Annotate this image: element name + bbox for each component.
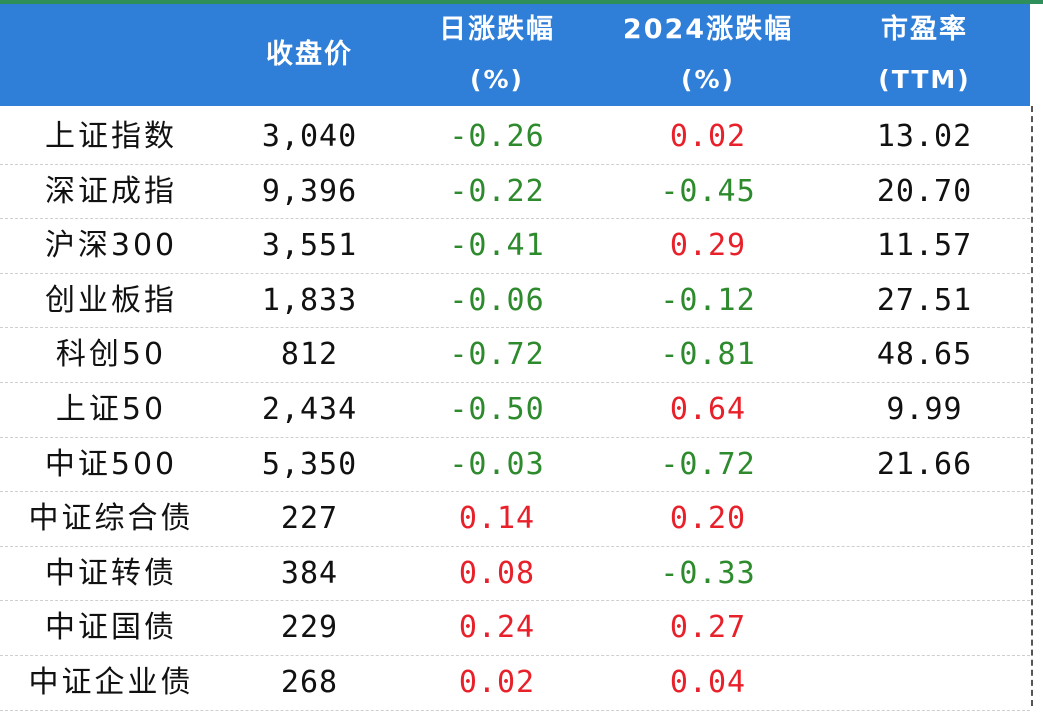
- index-name: 深证成指: [45, 173, 177, 209]
- close-price: 812: [280, 337, 339, 373]
- index-name: 中证500: [44, 446, 178, 482]
- ytd-change: 0.20: [669, 501, 747, 537]
- daily-change: -0.26: [449, 119, 545, 154]
- table-row: 科创50 812 -0.72 -0.81 48.65: [0, 328, 1030, 383]
- table-row: 深证成指 9,396 -0.22 -0.45 20.70: [0, 165, 1030, 220]
- ytd-change: -0.12: [660, 282, 756, 318]
- table-row: 中证国债 229 0.24 0.27: [0, 601, 1030, 656]
- table-row: 中证转债 384 0.08 -0.33: [0, 547, 1030, 602]
- pe-ratio: 27.51: [876, 282, 973, 318]
- table-row: 上证指数 3,040 -0.26 0.02 13.02: [0, 110, 1030, 165]
- index-name: 中证转债: [45, 555, 177, 591]
- header-ytd-change: 2024涨跌幅 (%): [597, 4, 819, 106]
- pe-ratio: 11.57: [876, 228, 973, 264]
- ytd-change: -0.81: [660, 337, 756, 373]
- ytd-change: 0.27: [669, 610, 747, 646]
- close-price: 268: [280, 664, 339, 700]
- pe-ratio: [819, 601, 1030, 656]
- header-ytd-unit: (%): [681, 65, 735, 94]
- pe-ratio: [819, 656, 1030, 711]
- header-pe-label: 市盈率: [881, 14, 968, 45]
- pe-ratio: 20.70: [876, 173, 973, 209]
- header-ytd-label: 2024涨跌幅: [622, 14, 794, 45]
- header-close-label: 收盘价: [266, 39, 353, 70]
- header-daily-change: 日涨跌幅 (%): [397, 4, 597, 106]
- pe-ratio: 21.66: [876, 446, 973, 482]
- daily-change: -0.06: [449, 282, 545, 318]
- close-price: 384: [280, 555, 339, 591]
- daily-change: -0.03: [449, 446, 545, 482]
- table-header: 收盘价 日涨跌幅 (%) 2024涨跌幅 (%) 市盈率 (TTM): [0, 4, 1030, 110]
- ytd-change: -0.45: [660, 173, 756, 209]
- pe-ratio: [819, 492, 1030, 547]
- table-right-border: [1031, 106, 1033, 706]
- close-price: 5,350: [261, 446, 358, 482]
- close-price: 1,833: [261, 282, 358, 318]
- ytd-change: 0.04: [669, 664, 747, 700]
- close-price: 9,396: [261, 173, 358, 209]
- index-name: 上证50: [55, 391, 167, 427]
- index-table: 收盘价 日涨跌幅 (%) 2024涨跌幅 (%) 市盈率 (TTM) 上证指数 …: [0, 4, 1030, 711]
- ytd-change: -0.72: [660, 446, 756, 482]
- close-price: 2,434: [261, 391, 358, 427]
- index-name: 科创50: [55, 337, 167, 373]
- header-daily-label: 日涨跌幅: [439, 14, 555, 45]
- daily-change: 0.14: [458, 501, 536, 537]
- table-row: 上证50 2,434 -0.50 0.64 9.99: [0, 383, 1030, 438]
- table-row: 中证综合债 227 0.14 0.20: [0, 492, 1030, 547]
- header-pe-unit: (TTM): [878, 65, 971, 94]
- index-name: 沪深300: [44, 228, 178, 264]
- daily-change: 0.08: [458, 555, 536, 591]
- index-name: 上证指数: [45, 119, 177, 154]
- daily-change: 0.02: [458, 664, 536, 700]
- header-close: 收盘价: [222, 4, 397, 106]
- header-daily-unit: (%): [470, 65, 524, 94]
- table-row: 创业板指 1,833 -0.06 -0.12 27.51: [0, 274, 1030, 329]
- daily-change: -0.72: [449, 337, 545, 373]
- pe-ratio: 9.99: [886, 391, 963, 427]
- index-name: 创业板指: [45, 282, 177, 318]
- header-pe: 市盈率 (TTM): [819, 4, 1030, 106]
- daily-change: -0.22: [449, 173, 545, 209]
- daily-change: 0.24: [458, 610, 536, 646]
- table-row: 中证500 5,350 -0.03 -0.72 21.66: [0, 438, 1030, 493]
- index-name: 中证企业债: [28, 664, 194, 700]
- pe-ratio: 13.02: [876, 119, 973, 154]
- close-price: 3,040: [261, 119, 358, 154]
- ytd-change: -0.33: [660, 555, 756, 591]
- close-price: 227: [280, 501, 339, 537]
- top-strip: [0, 0, 1043, 4]
- ytd-change: 0.02: [669, 119, 747, 154]
- index-name: 中证国债: [45, 610, 177, 646]
- pe-ratio: [819, 547, 1030, 602]
- table-row: 中证企业债 268 0.02 0.04: [0, 656, 1030, 711]
- ytd-change: 0.29: [669, 228, 747, 264]
- daily-change: -0.50: [449, 391, 545, 427]
- ytd-change: 0.64: [669, 391, 747, 427]
- table-row: 沪深300 3,551 -0.41 0.29 11.57: [0, 219, 1030, 274]
- close-price: 229: [280, 610, 339, 646]
- index-name: 中证综合债: [28, 501, 194, 537]
- table-body: 上证指数 3,040 -0.26 0.02 13.02 深证成指 9,396 -…: [0, 110, 1030, 711]
- close-price: 3,551: [261, 228, 358, 264]
- pe-ratio: 48.65: [876, 337, 973, 373]
- daily-change: -0.41: [449, 228, 545, 264]
